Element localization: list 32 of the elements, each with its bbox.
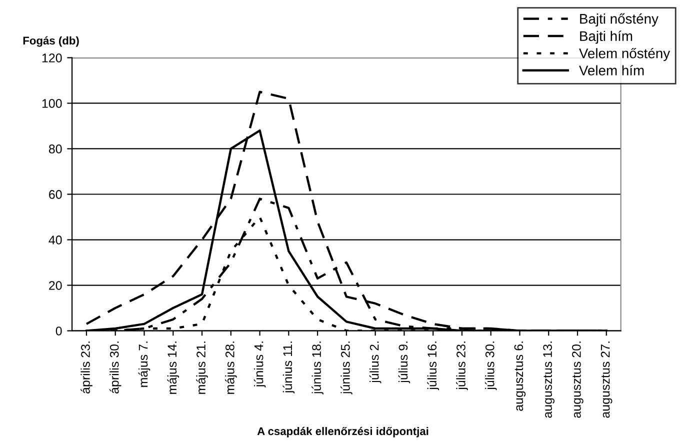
- x-tick-label: május 21.: [196, 342, 208, 394]
- x-tick-label: július 30.: [484, 342, 497, 390]
- x-tick-label: július 9.: [398, 342, 410, 384]
- x-tick-label: augusztus 6.: [514, 342, 526, 411]
- x-tick-label: június 18.: [312, 342, 324, 394]
- x-tick-label: június 25.: [340, 342, 352, 394]
- y-tick-label: 80: [48, 144, 62, 154]
- x-tick-label: május 14.: [167, 342, 180, 394]
- x-tick-label: május 28.: [224, 342, 237, 394]
- legend-label: Bajti hím: [580, 30, 632, 44]
- x-axis-title: A csapdák ellenőrzési időpontjai: [257, 426, 428, 438]
- y-tick-label: 60: [49, 190, 62, 199]
- x-tick-label: június 4.: [254, 342, 266, 388]
- x-tick-label: augusztus 13.: [543, 342, 554, 418]
- x-tick-label: augusztus 27.: [600, 342, 612, 418]
- y-axis-title: Fogás (db): [23, 36, 79, 47]
- x-tick-label: április 23.: [80, 342, 92, 394]
- x-tick-label: június 11.: [282, 342, 295, 394]
- x-tick-label: július 2.: [369, 342, 382, 384]
- y-tick-label: 120: [42, 54, 62, 62]
- y-tick-label: 100: [42, 99, 62, 108]
- legend-label: Velem hím: [579, 65, 644, 76]
- x-tick-label: május 7.: [138, 342, 150, 387]
- legend-label: Bajti nőstény: [580, 13, 658, 26]
- x-tick-label: augusztus 20.: [572, 342, 584, 418]
- y-tick-label: 0: [56, 326, 62, 336]
- x-tick-label: július 16.: [427, 342, 439, 390]
- x-tick-label: július 23.: [456, 342, 468, 390]
- y-tick-label: 20: [49, 281, 62, 290]
- y-tick-label: 40: [48, 236, 62, 244]
- legend-label: Velem nőstény: [579, 48, 670, 62]
- x-tick-label: április 30.: [109, 342, 122, 394]
